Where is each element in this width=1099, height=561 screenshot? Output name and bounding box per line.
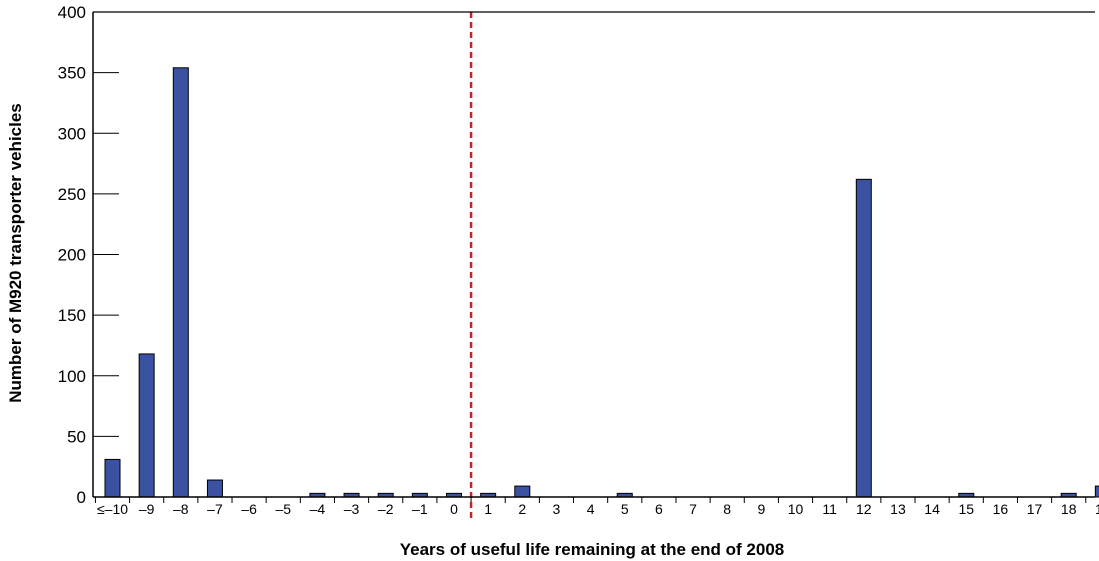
x-tick-label: ≤–10 (97, 501, 128, 517)
y-tick-label: 200 (58, 246, 86, 265)
x-tick-label: 5 (621, 501, 629, 517)
x-tick-label: 12 (856, 501, 872, 517)
x-tick-label: –5 (275, 501, 291, 517)
x-tick-label: –3 (344, 501, 360, 517)
y-tick-label: 250 (58, 185, 86, 204)
bar (206, 479, 223, 498)
x-tick-label: –7 (207, 501, 223, 517)
bar (1094, 485, 1099, 498)
y-tick-label: 350 (58, 64, 86, 83)
x-tick-label: 1 (484, 501, 492, 517)
x-tick-label: –9 (139, 501, 155, 517)
x-axis-label: Years of useful life remaining at the en… (400, 540, 785, 559)
x-tick-label: –8 (173, 501, 189, 517)
bar (104, 458, 121, 498)
x-tick-label: –4 (310, 501, 326, 517)
x-tick-label: 16 (993, 501, 1009, 517)
y-tick-label: 100 (58, 367, 86, 386)
y-tick-label: 50 (67, 427, 86, 446)
x-tick-label: 0 (450, 501, 458, 517)
x-tick-label: –2 (378, 501, 394, 517)
x-tick-label: –1 (412, 501, 428, 517)
x-tick-label: 8 (723, 501, 731, 517)
y-tick-label: 400 (58, 3, 86, 22)
bar (855, 178, 872, 498)
x-tick-label: 14 (924, 501, 940, 517)
bar (172, 67, 189, 498)
bar (138, 353, 155, 498)
x-tick-label: 15 (958, 501, 974, 517)
y-tick-label: 300 (58, 124, 86, 143)
bar (514, 485, 531, 498)
axes (92, 11, 1095, 498)
x-tick-label: 6 (655, 501, 663, 517)
y-tick-label: 150 (58, 306, 86, 325)
x-axis-ticks: ≤–10 –9 –8 –7 –6 –5 –4 –3 –2 –1 0 1 2 3 4 5 6 7 8 9 10 11 12 13… (94, 497, 1099, 517)
x-tick-label: 11 (822, 501, 837, 517)
x-tick-label: 7 (689, 501, 697, 517)
x-tick-label: 4 (587, 501, 595, 517)
x-tick-label: 3 (553, 501, 561, 517)
x-tick-label: 19 (1095, 501, 1099, 517)
x-tick-label: 18 (1061, 501, 1077, 517)
x-tick-label: 13 (890, 501, 906, 517)
y-tick-label: 0 (77, 488, 86, 507)
y-axis-label: Number of M920 transporter vehicles (6, 103, 25, 402)
bars (104, 67, 1099, 498)
y-axis-ticks: 0 50 100 150 200 250 300 350 400 (58, 3, 119, 507)
x-tick-label: 17 (1027, 501, 1043, 517)
x-tick-label: 10 (788, 501, 804, 517)
x-tick-label: 9 (757, 501, 765, 517)
x-tick-label: 2 (518, 501, 526, 517)
x-tick-label: –6 (241, 501, 257, 517)
